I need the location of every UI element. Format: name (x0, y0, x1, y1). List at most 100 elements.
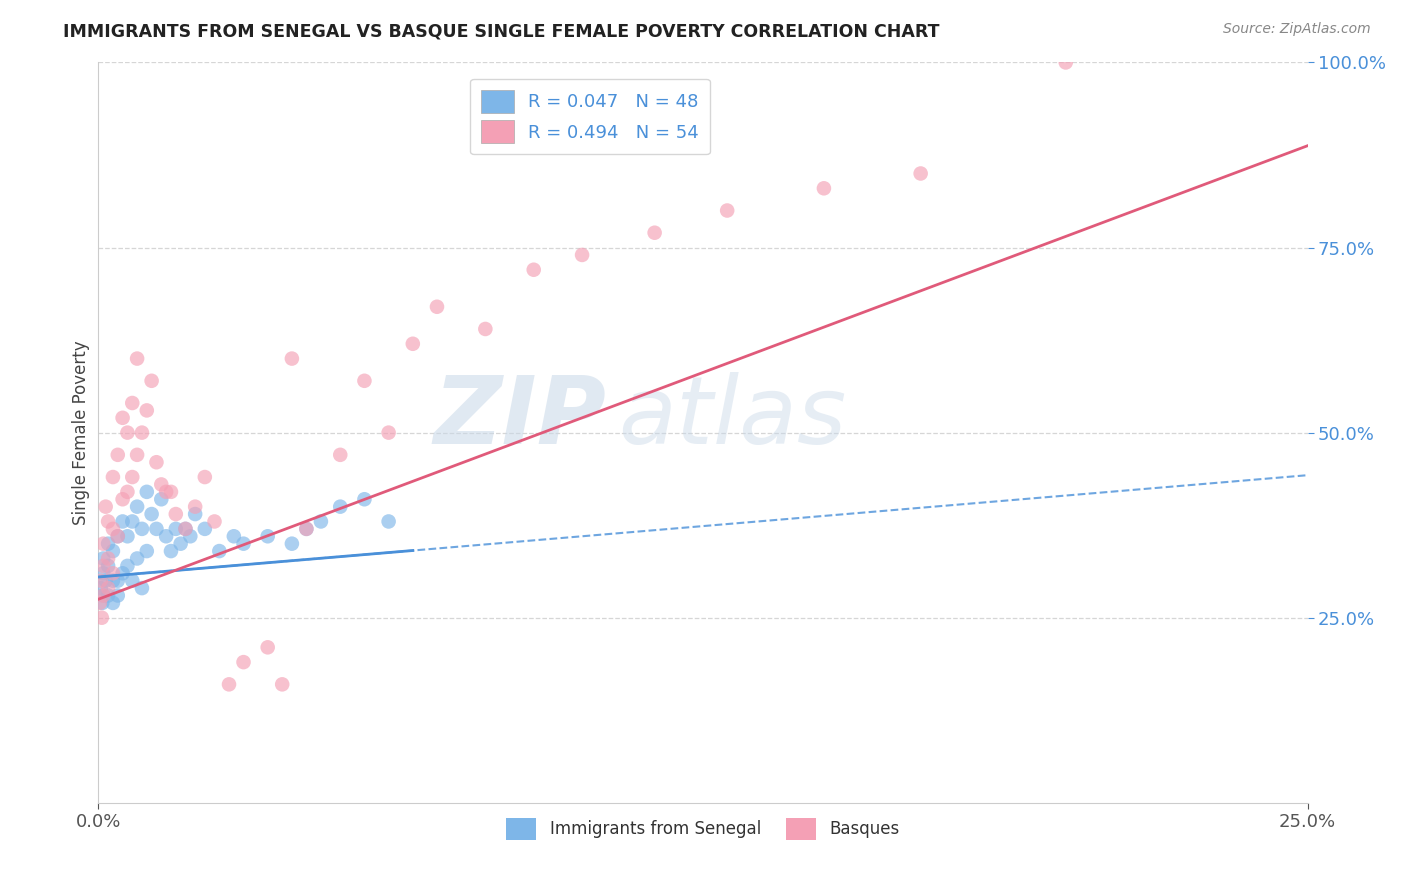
Point (91, 596, 114, 610)
Point (101, 522, 124, 536)
Point (94, 500, 117, 514)
Point (117, 558, 139, 573)
Point (474, 322, 496, 336)
Point (111, 515, 134, 529)
Point (97, 558, 120, 573)
Point (91, 589, 114, 603)
Text: ZIP: ZIP (433, 372, 606, 464)
Point (121, 470, 143, 484)
Point (194, 522, 217, 536)
Point (256, 529, 278, 543)
Point (910, 166, 932, 180)
Point (377, 425, 399, 440)
Point (174, 522, 197, 536)
Point (150, 477, 173, 491)
Legend: Immigrants from Senegal, Basques: Immigrants from Senegal, Basques (499, 812, 907, 847)
Point (141, 374, 163, 388)
Point (131, 425, 153, 440)
Text: IMMIGRANTS FROM SENEGAL VS BASQUE SINGLE FEMALE POVERTY CORRELATION CHART: IMMIGRANTS FROM SENEGAL VS BASQUE SINGLE… (63, 22, 939, 40)
Point (1054, 55, 1077, 70)
Point (165, 522, 187, 536)
Point (426, 300, 449, 314)
Point (107, 529, 129, 543)
Point (97, 581, 120, 595)
Point (184, 507, 207, 521)
Point (107, 574, 129, 588)
Point (127, 500, 149, 514)
Point (121, 515, 143, 529)
Point (204, 515, 226, 529)
Text: atlas: atlas (619, 372, 846, 463)
Point (169, 536, 191, 550)
Point (208, 544, 231, 558)
Point (150, 492, 173, 507)
Point (155, 484, 177, 499)
Point (101, 566, 124, 581)
Point (160, 544, 183, 558)
Point (101, 596, 124, 610)
Point (271, 677, 294, 691)
Point (135, 403, 157, 417)
Point (127, 551, 149, 566)
Point (135, 544, 157, 558)
Point (127, 448, 149, 462)
Point (523, 262, 546, 277)
Point (107, 448, 129, 462)
Point (91, 566, 114, 581)
Point (179, 529, 201, 543)
Point (107, 589, 129, 603)
Point (97, 589, 120, 603)
Point (194, 470, 217, 484)
Point (91, 589, 114, 603)
Point (91, 558, 114, 573)
Point (716, 203, 738, 218)
Point (402, 336, 425, 351)
Point (117, 529, 139, 543)
Point (329, 448, 352, 462)
Point (107, 529, 129, 543)
Point (111, 410, 134, 425)
Point (97, 536, 120, 550)
Point (97, 515, 120, 529)
Point (571, 248, 593, 262)
Point (165, 507, 187, 521)
Point (295, 522, 318, 536)
Point (160, 484, 183, 499)
Point (281, 536, 304, 550)
Point (94, 574, 117, 588)
Point (813, 181, 835, 195)
Point (121, 396, 143, 410)
Point (222, 529, 245, 543)
Point (101, 544, 124, 558)
Point (135, 484, 157, 499)
Point (329, 500, 352, 514)
Point (353, 374, 375, 388)
Point (644, 226, 666, 240)
Point (184, 500, 207, 514)
Point (117, 484, 139, 499)
Point (145, 522, 167, 536)
Point (111, 492, 134, 507)
Point (256, 640, 278, 655)
Point (97, 551, 120, 566)
Point (101, 470, 124, 484)
Point (131, 581, 153, 595)
Point (141, 507, 163, 521)
Point (111, 566, 134, 581)
Text: Source: ZipAtlas.com: Source: ZipAtlas.com (1223, 22, 1371, 37)
Point (155, 529, 177, 543)
Point (281, 351, 304, 366)
Point (101, 574, 124, 588)
Point (91, 536, 114, 550)
Point (174, 522, 197, 536)
Point (353, 492, 375, 507)
Point (131, 522, 153, 536)
Point (91, 551, 114, 566)
Point (377, 515, 399, 529)
Point (121, 574, 143, 588)
Point (90, 581, 112, 595)
Point (90, 574, 112, 588)
Point (218, 677, 240, 691)
Point (145, 455, 167, 469)
Point (89, 596, 111, 610)
